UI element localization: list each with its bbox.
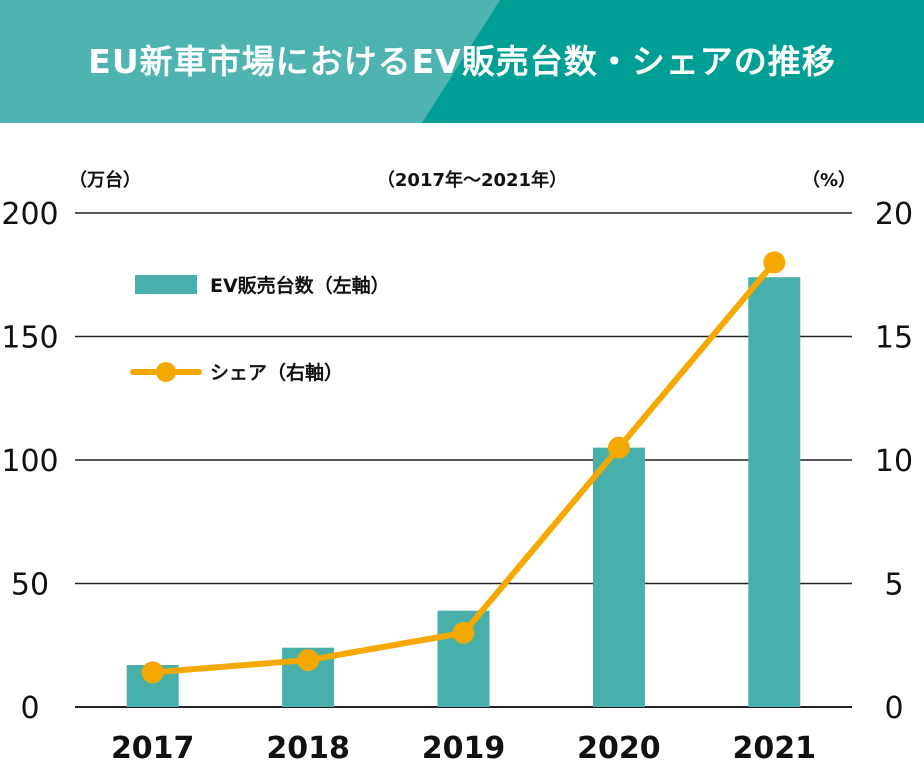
left-axis-tick-label: 200 [1,197,58,232]
share-point [763,251,786,274]
right-axis-tick-label: 5 [884,568,903,603]
left-axis-tick-label: 0 [20,691,39,726]
legend-line-label: シェア（右軸） [210,361,343,384]
legend-bar-label: EV販売台数（左軸） [210,274,390,297]
line-series [141,251,786,684]
x-axis-tick-label: 2018 [266,731,350,763]
share-point [141,661,164,684]
legend-line-marker [156,362,176,382]
x-axis-tick-label: 2017 [111,731,195,763]
left-axis-tick-label: 50 [11,568,49,603]
x-axis-tick-label: 2021 [733,731,817,763]
ev-sales-bar [592,447,645,707]
share-point [607,436,630,459]
share-point [297,649,320,672]
right-axis-tick-label: 10 [875,444,913,479]
legend-bar-swatch [135,275,197,294]
right-axis-tick-label: 0 [884,691,903,726]
ev-sales-bar [748,277,801,707]
right-axis-tick-label: 20 [875,197,913,232]
title-banner: EU新車市場におけるEV販売台数・シェアの推移 [0,0,924,123]
right-axis-unit: （%） [802,170,856,191]
share-point [452,621,475,644]
x-axis-tick-label: 2019 [422,731,506,763]
legend: EV販売台数（左軸） シェア（右軸） [130,274,390,384]
right-axis-tick-label: 15 [875,321,913,356]
left-axis-tick-label: 100 [1,444,58,479]
chart-title: EU新車市場におけるEV販売台数・シェアの推移 [88,42,836,81]
left-axis-unit: （万台） [69,169,141,191]
axis-labels: 0 0 50 5 100 10 150 15 200 20 2017 2018 2019 2020 2021 [1,197,913,763]
grid-lines [75,212,852,708]
left-axis-tick-label: 150 [1,321,58,356]
chart-subtitle: （2017年〜2021年） [377,169,567,191]
title-banner-background [0,0,924,123]
x-axis-tick-label: 2020 [577,731,661,763]
